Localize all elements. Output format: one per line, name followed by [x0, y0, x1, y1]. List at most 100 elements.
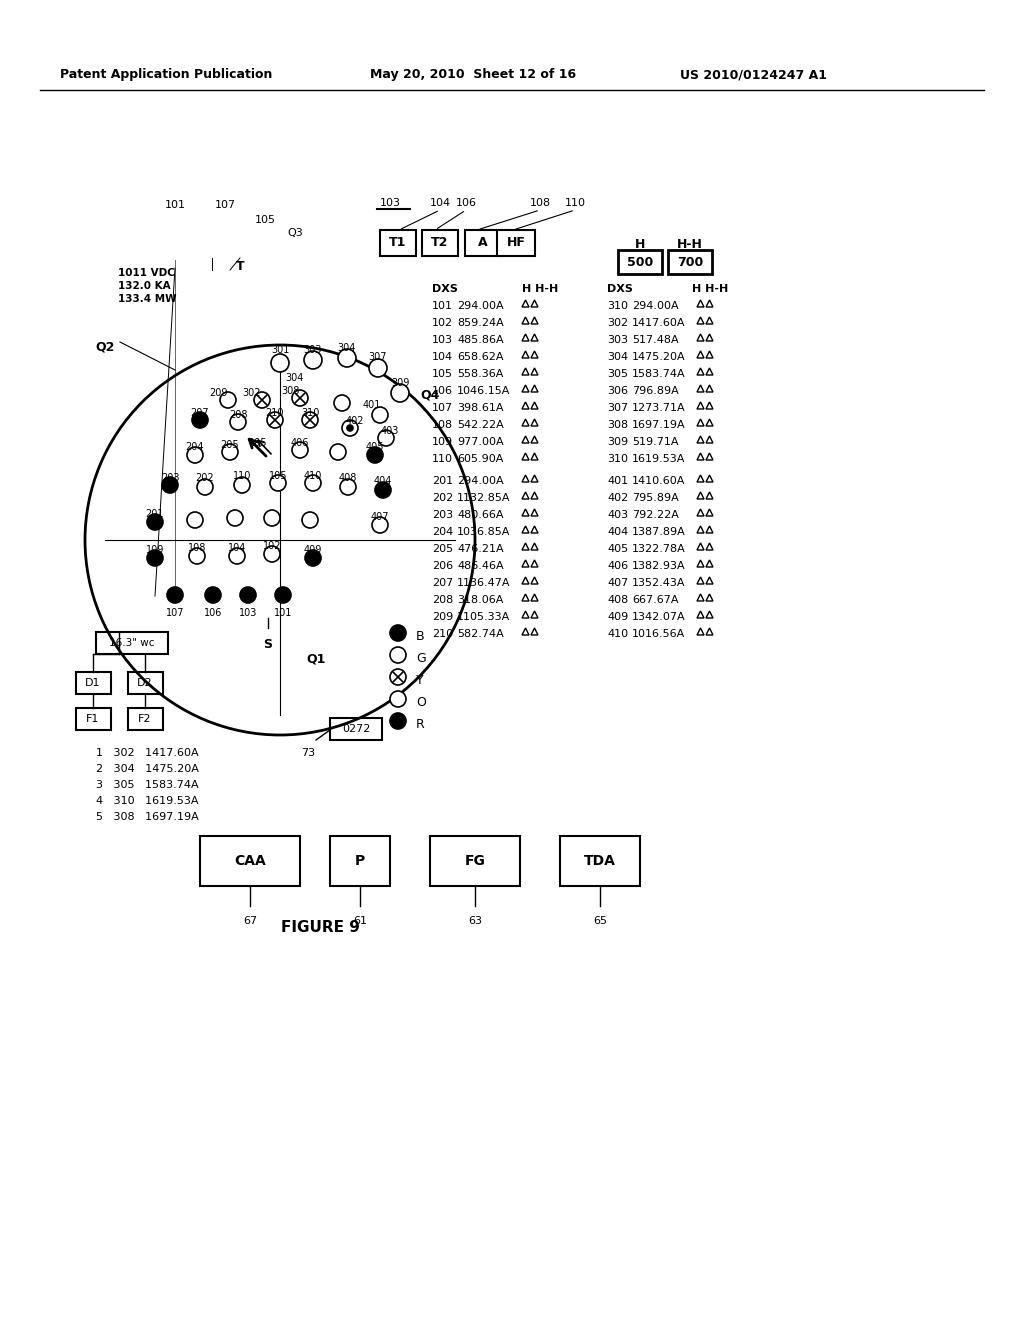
- Text: 207: 207: [190, 408, 209, 418]
- Circle shape: [372, 407, 388, 422]
- Text: 667.67A: 667.67A: [632, 595, 679, 605]
- Text: B: B: [416, 630, 425, 643]
- FancyBboxPatch shape: [497, 230, 535, 256]
- Text: 101: 101: [273, 609, 292, 618]
- Text: 309: 309: [607, 437, 628, 447]
- Circle shape: [369, 359, 387, 378]
- Text: 409: 409: [304, 545, 323, 554]
- Text: 105: 105: [249, 438, 267, 447]
- Text: 303: 303: [304, 345, 323, 355]
- Text: 73: 73: [301, 748, 315, 758]
- Circle shape: [271, 354, 289, 372]
- Text: F1: F1: [86, 714, 99, 723]
- Text: 201: 201: [432, 477, 454, 486]
- Text: T1: T1: [389, 236, 407, 249]
- Text: 408: 408: [339, 473, 357, 483]
- Text: 308: 308: [607, 420, 628, 430]
- Text: 1697.19A: 1697.19A: [632, 420, 686, 430]
- Text: 792.22A: 792.22A: [632, 510, 679, 520]
- Text: 104: 104: [432, 352, 454, 362]
- Text: US 2010/0124247 A1: US 2010/0124247 A1: [680, 69, 827, 81]
- Text: 205: 205: [432, 544, 454, 554]
- Text: 208: 208: [432, 595, 454, 605]
- Text: 406: 406: [291, 438, 309, 447]
- Text: 1132.85A: 1132.85A: [457, 492, 511, 503]
- Text: 101: 101: [165, 201, 185, 210]
- Text: H H-H: H H-H: [522, 284, 558, 294]
- Text: 204: 204: [185, 442, 204, 451]
- Circle shape: [205, 587, 221, 603]
- Text: 110: 110: [232, 471, 251, 480]
- Text: 310: 310: [607, 301, 628, 312]
- Text: May 20, 2010  Sheet 12 of 16: May 20, 2010 Sheet 12 of 16: [370, 69, 577, 81]
- Text: 401: 401: [362, 400, 381, 411]
- Text: 1387.89A: 1387.89A: [632, 527, 686, 537]
- Text: D2: D2: [137, 678, 153, 688]
- Text: 304: 304: [286, 374, 304, 383]
- Text: 294.00A: 294.00A: [457, 301, 504, 312]
- FancyBboxPatch shape: [330, 836, 390, 886]
- Circle shape: [342, 420, 358, 436]
- Circle shape: [304, 351, 322, 370]
- Circle shape: [305, 475, 321, 491]
- Text: 305: 305: [607, 370, 628, 379]
- Text: 205: 205: [221, 440, 240, 450]
- Text: 204: 204: [432, 527, 454, 537]
- Text: 102: 102: [432, 318, 454, 327]
- Circle shape: [234, 477, 250, 492]
- Circle shape: [275, 587, 291, 603]
- Text: 106: 106: [204, 609, 222, 618]
- Circle shape: [338, 348, 356, 367]
- Text: 409: 409: [607, 612, 629, 622]
- Text: Q2: Q2: [95, 341, 115, 352]
- Circle shape: [340, 479, 356, 495]
- FancyBboxPatch shape: [330, 718, 382, 741]
- FancyBboxPatch shape: [76, 672, 111, 694]
- Circle shape: [390, 647, 406, 663]
- Text: Q1: Q1: [306, 652, 326, 665]
- FancyBboxPatch shape: [76, 708, 111, 730]
- Circle shape: [367, 447, 383, 463]
- Text: 404: 404: [374, 477, 392, 486]
- Text: 1136.47A: 1136.47A: [457, 578, 511, 587]
- Circle shape: [302, 512, 318, 528]
- Text: 103: 103: [239, 609, 257, 618]
- Text: 558.36A: 558.36A: [457, 370, 504, 379]
- Text: 403: 403: [607, 510, 628, 520]
- Circle shape: [390, 713, 406, 729]
- Text: 410: 410: [304, 471, 323, 480]
- Circle shape: [230, 414, 246, 430]
- Circle shape: [222, 444, 238, 459]
- Text: 107: 107: [432, 403, 454, 413]
- FancyBboxPatch shape: [618, 249, 662, 275]
- Text: 406: 406: [607, 561, 628, 572]
- Text: 110: 110: [564, 198, 586, 209]
- Circle shape: [187, 447, 203, 463]
- Text: TDA: TDA: [584, 854, 616, 869]
- Text: 108: 108: [529, 198, 551, 209]
- FancyBboxPatch shape: [560, 836, 640, 886]
- Text: 203: 203: [432, 510, 454, 520]
- Text: 108: 108: [187, 543, 206, 553]
- Circle shape: [378, 430, 394, 446]
- Text: 203: 203: [161, 473, 179, 483]
- Text: 1   302   1417.60A: 1 302 1417.60A: [96, 748, 199, 758]
- Text: 106: 106: [432, 385, 453, 396]
- Text: 207: 207: [432, 578, 454, 587]
- Text: 519.71A: 519.71A: [632, 437, 679, 447]
- Text: 4   310   1619.53A: 4 310 1619.53A: [96, 796, 199, 807]
- FancyBboxPatch shape: [96, 632, 168, 653]
- Text: 308: 308: [281, 385, 299, 396]
- Text: 1105.33A: 1105.33A: [457, 612, 510, 622]
- Text: Q4: Q4: [420, 388, 439, 401]
- Text: 542.22A: 542.22A: [457, 420, 504, 430]
- Text: 310: 310: [301, 408, 319, 418]
- Text: HF: HF: [507, 236, 525, 249]
- Text: 1046.15A: 1046.15A: [457, 385, 510, 396]
- Text: 294.00A: 294.00A: [632, 301, 679, 312]
- Text: DXS: DXS: [607, 284, 633, 294]
- FancyBboxPatch shape: [430, 836, 520, 886]
- Text: 500: 500: [627, 256, 653, 268]
- FancyBboxPatch shape: [465, 230, 501, 256]
- Text: 104: 104: [227, 543, 246, 553]
